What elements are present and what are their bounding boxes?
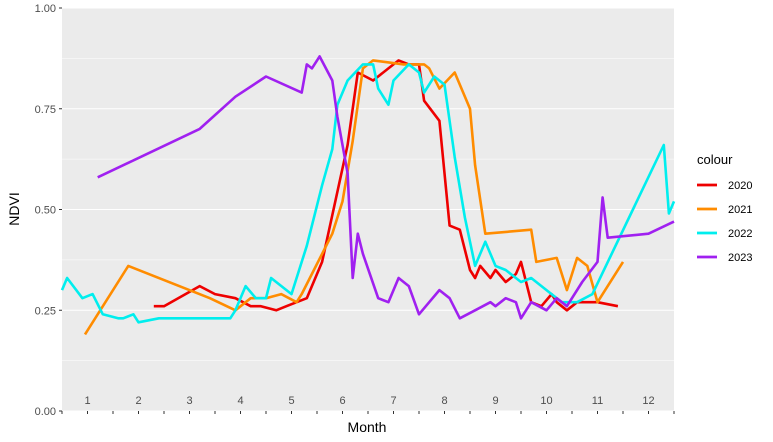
- x-tick-label: 8: [441, 395, 447, 407]
- y-tick-label: 0.00: [35, 406, 56, 418]
- y-tick-label: 0.25: [35, 305, 56, 317]
- x-tick-label: 4: [237, 395, 243, 407]
- x-axis-title: Month: [348, 419, 387, 435]
- x-tick-label: 1: [84, 395, 90, 407]
- x-tick-label: 7: [390, 395, 396, 407]
- y-axis-title: NDVI: [6, 192, 22, 225]
- plot-area: [60, 55, 676, 336]
- legend-title: colour: [697, 152, 733, 167]
- x-tick-label: 3: [186, 395, 192, 407]
- x-axis-ticks: 1 2 3 4 5 6 7 8 9 10 11 12: [61, 395, 675, 414]
- legend-label: 2020: [728, 180, 752, 192]
- y-tick-label: 0.50: [35, 205, 56, 217]
- y-axis-ticks: 0.00 0.25 0.50 0.75 1.00: [35, 3, 62, 418]
- x-tick-label: 12: [642, 395, 654, 407]
- x-tick-label: 5: [288, 395, 294, 407]
- series-line-2023: [97, 55, 675, 320]
- y-tick-label: 1.00: [35, 3, 56, 15]
- x-tick-label: 10: [540, 395, 552, 407]
- legend-label: 2023: [728, 252, 752, 264]
- series-line-2021: [83, 59, 625, 336]
- legend-label: 2022: [728, 228, 752, 240]
- y-tick-label: 0.75: [35, 104, 56, 116]
- series-line-2022: [60, 63, 676, 324]
- legend-label: 2021: [728, 204, 752, 216]
- x-tick-label: 2: [135, 395, 141, 407]
- x-tick-label: 9: [492, 395, 498, 407]
- x-tick-label: 6: [339, 395, 345, 407]
- x-tick-label: 11: [592, 395, 603, 407]
- legend: colour 2020 2021 2022 2023: [694, 152, 752, 267]
